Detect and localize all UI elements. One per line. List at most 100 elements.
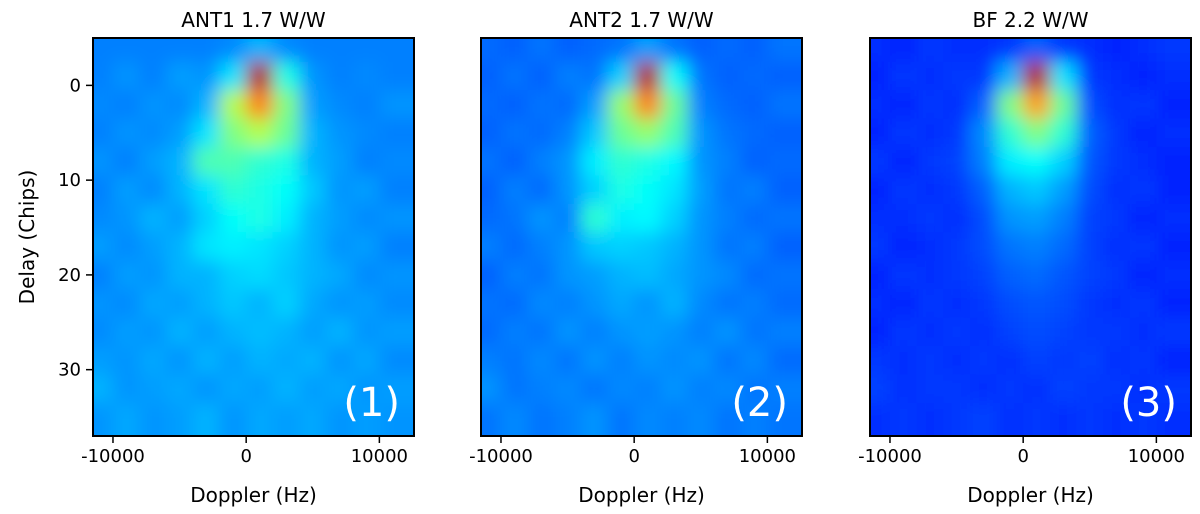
heatmap-cell [634, 203, 662, 233]
heatmap-cell [767, 374, 802, 404]
panel-title: ANT2 1.7 W/W [569, 8, 714, 32]
heatmap-cell [219, 374, 247, 404]
heatmap-cell [166, 175, 194, 205]
heatmap-cell [272, 38, 300, 63]
heatmap-cell [112, 260, 141, 290]
heatmap-cell [580, 203, 609, 233]
heatmap-cell [500, 203, 529, 233]
heatmap-cell [1023, 317, 1051, 347]
heatmap-cell [139, 232, 167, 262]
heatmap-cell [969, 402, 998, 436]
heatmap-cell [714, 289, 742, 319]
heatmap-cell [740, 90, 768, 120]
heatmap-cell [554, 374, 582, 404]
heatmap-cell [379, 90, 414, 120]
heatmap-cell [299, 203, 327, 233]
heatmap-cell [500, 90, 529, 120]
heatmap-cells [481, 38, 802, 436]
heatmap-cell [139, 38, 167, 63]
heatmap-cell [714, 203, 742, 233]
heatmap-cell [246, 402, 274, 436]
heatmap-cell [607, 203, 635, 233]
heatmap-cell [219, 402, 247, 436]
heatmap-cell [1129, 146, 1157, 176]
heatmap-cell [326, 260, 354, 290]
heatmap-cell [1103, 61, 1131, 91]
x-tick-label: -10000 [469, 446, 533, 467]
heatmap-cell [139, 203, 167, 233]
heatmap-cell [634, 232, 662, 262]
heatmap-cell [246, 90, 274, 120]
heatmap-cell [192, 345, 221, 375]
heatmap-cell [580, 260, 609, 290]
heatmap-cell [740, 402, 768, 436]
heatmap-cell [352, 260, 380, 290]
x-axis-label: Doppler (Hz) [967, 483, 1094, 507]
heatmap-cell [1023, 402, 1051, 436]
heatmap-cell [299, 289, 327, 319]
heatmap-cell [660, 175, 688, 205]
heatmap-cell [580, 232, 609, 262]
heatmap-cell [527, 232, 555, 262]
heatmap-cell [660, 38, 688, 63]
heatmap-cell [379, 203, 414, 233]
x-tick-label: 0 [240, 446, 251, 467]
heatmap-cell [1156, 260, 1191, 290]
heatmap-cell [740, 38, 768, 63]
heatmap-cell [112, 289, 141, 319]
heatmap-cell [943, 402, 971, 436]
heatmap-cell [481, 203, 502, 233]
heatmap-cell [1049, 317, 1077, 347]
heatmap-cell [607, 118, 635, 148]
heatmap-cell [1129, 38, 1157, 63]
heatmap-cell [687, 374, 715, 404]
heatmap-cell [554, 118, 582, 148]
heatmap-cell [500, 118, 529, 148]
heatmap-cell [352, 38, 380, 63]
heatmap-cell [740, 118, 768, 148]
heatmap-cell [607, 402, 635, 436]
heatmap-cell [1023, 345, 1051, 375]
heatmap-cell [714, 232, 742, 262]
heatmap-cell [714, 402, 742, 436]
heatmap-cell [1049, 289, 1077, 319]
heatmap-cell [272, 232, 300, 262]
heatmap-cell [554, 38, 582, 63]
heatmap-cell [916, 118, 944, 148]
heatmap-cell [660, 203, 688, 233]
heatmap-cell [481, 345, 502, 375]
heatmap-cell [299, 175, 327, 205]
heatmap-cell [246, 345, 274, 375]
heatmap-cell [996, 232, 1024, 262]
heatmap-cell [272, 203, 300, 233]
heatmap-cell [607, 90, 635, 120]
heatmap-cell [740, 289, 768, 319]
heatmap-cell [870, 203, 891, 233]
heatmap-cell [870, 402, 891, 436]
heatmap-cell [219, 61, 247, 91]
heatmap-cell [93, 317, 114, 347]
heatmap-cell [740, 203, 768, 233]
heatmap-cell [634, 146, 662, 176]
heatmap-cell [1049, 61, 1077, 91]
heatmap-cell [272, 289, 300, 319]
heatmap-cell [527, 374, 555, 404]
heatmap-cell [714, 374, 742, 404]
heatmap-cell [299, 146, 327, 176]
heatmap-cell [554, 90, 582, 120]
heatmap-cell [767, 146, 802, 176]
heatmap-cell [996, 374, 1024, 404]
heatmap-cell [870, 61, 891, 91]
heatmap-cell [93, 374, 114, 404]
heatmap-cell [740, 260, 768, 290]
heatmap-cell [246, 203, 274, 233]
heatmap-cell [580, 61, 609, 91]
heatmap-cell [767, 90, 802, 120]
heatmap-cell [379, 232, 414, 262]
heatmap-cell [889, 203, 918, 233]
heatmap-cell [889, 90, 918, 120]
heatmap-cell [481, 402, 502, 436]
heatmap-cell [112, 203, 141, 233]
heatmap-cell [1076, 118, 1104, 148]
heatmap-cell [943, 289, 971, 319]
